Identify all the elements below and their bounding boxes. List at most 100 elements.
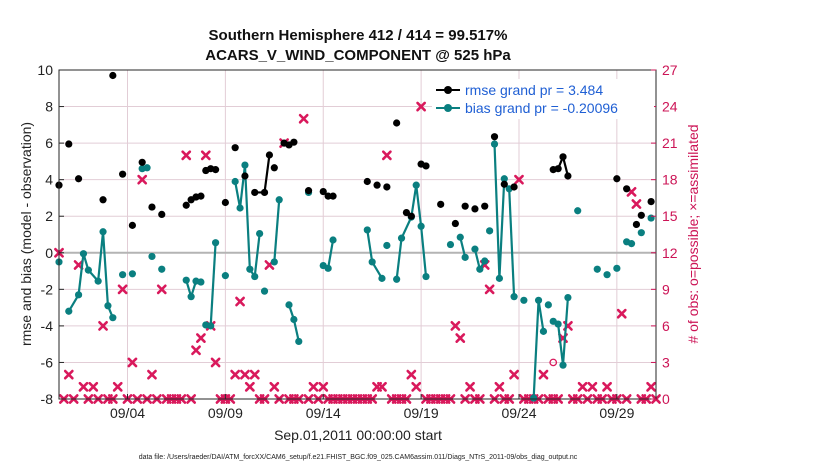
rmse-point	[197, 192, 205, 200]
assimilated-point	[514, 174, 524, 185]
right-tick-label: 3	[662, 354, 670, 370]
rmse-point	[241, 172, 249, 180]
assimilated-point	[200, 150, 211, 161]
left-tick-label: 2	[45, 208, 53, 224]
assimilated-marker-stroke	[196, 333, 206, 343]
rmse-point	[632, 220, 641, 229]
assimilated-point	[308, 381, 319, 392]
bias-point	[476, 265, 484, 273]
rmse-point	[65, 140, 73, 148]
left-tick-label: -2	[41, 281, 54, 297]
bias-line-segment	[287, 304, 300, 342]
rmse-point	[221, 198, 229, 207]
assimilated-point	[538, 369, 549, 380]
bias-point	[481, 257, 489, 265]
assimilated-point	[88, 381, 99, 392]
assimilated-point	[196, 333, 206, 343]
assimilated-marker-stroke	[249, 369, 260, 380]
left-tick-label: 0	[45, 245, 53, 261]
bias-point	[647, 214, 655, 222]
bias-point	[329, 236, 337, 244]
rmse-point	[451, 219, 459, 228]
left-tick-label: -6	[41, 354, 54, 370]
right-tick-label: 15	[662, 208, 678, 224]
rmse-point	[402, 208, 411, 217]
assimilated-point	[63, 369, 74, 380]
rmse-point	[613, 175, 621, 183]
bias-line-segment	[532, 299, 545, 399]
bias-point	[231, 177, 239, 186]
bias-line-segment	[234, 163, 261, 278]
bias-point	[99, 228, 107, 236]
right-tick-label: 12	[662, 245, 678, 261]
bias-point	[564, 293, 572, 302]
bias-point	[417, 222, 425, 230]
assimilated-marker-stroke	[381, 150, 392, 161]
bias-point	[221, 272, 229, 280]
bias-point	[128, 270, 137, 278]
rmse-point	[437, 200, 445, 208]
bias-point	[613, 264, 621, 272]
possible-point	[549, 358, 558, 367]
legend-rmse-label: rmse grand pr = 3.484	[465, 82, 603, 98]
assimilated-marker-stroke	[450, 320, 461, 331]
right-tick-label: 6	[662, 318, 670, 334]
bias-series	[55, 140, 655, 402]
assimilated-point	[191, 345, 201, 356]
assimilated-point	[455, 333, 466, 343]
possible-series	[549, 358, 558, 367]
assimilated-marker-stroke	[631, 199, 642, 209]
bias-point	[197, 278, 205, 286]
assimilated-point	[249, 369, 260, 380]
bias-point	[241, 161, 249, 169]
rmse-point	[422, 162, 430, 170]
bias-point	[574, 207, 582, 215]
bias-point	[544, 301, 552, 309]
assimilated-point	[181, 150, 192, 161]
rmse-point	[647, 198, 655, 206]
left-tick-label: 10	[37, 62, 53, 78]
assimilated-marker-stroke	[137, 174, 148, 185]
bias-point	[275, 196, 283, 204]
assimilated-marker-stroke	[156, 284, 167, 295]
x-tick-label: 09/09	[208, 405, 243, 421]
bias-point	[251, 272, 259, 281]
rmse-point	[481, 202, 489, 210]
assimilated-point	[381, 150, 392, 161]
bias-point	[207, 322, 215, 330]
rmse-line-segment	[254, 154, 271, 194]
bias-line-segment	[67, 230, 114, 319]
assimilated-marker-stroke	[63, 369, 74, 380]
left-axis-ticks: -8 -6 -4 -2 0 2 4 6 8 10	[37, 62, 64, 407]
bias-point	[495, 274, 504, 282]
bias-point	[554, 320, 562, 328]
rmse-point	[138, 158, 146, 166]
bias-point	[94, 277, 102, 285]
assimilated-point	[156, 284, 167, 295]
right-tick-label: 27	[662, 62, 678, 78]
assimilated-point	[509, 369, 519, 380]
rmse-point	[290, 138, 298, 146]
assimilated-point	[137, 174, 148, 185]
rmse-series	[55, 71, 655, 229]
bias-line-segment	[552, 297, 570, 367]
left-tick-label: -8	[41, 391, 54, 407]
bias-line-segment	[508, 188, 516, 297]
bias-point	[119, 271, 127, 279]
assimilated-point	[298, 113, 309, 124]
bias-point	[534, 296, 543, 304]
assimilated-point	[577, 381, 588, 392]
assimilated-marker-stroke	[112, 381, 123, 392]
assimilated-marker-stroke	[117, 284, 128, 295]
bias-point	[74, 291, 83, 299]
y-axis-label-left: rmse and bias (model - observation)	[18, 122, 34, 346]
bias-point	[593, 265, 601, 273]
bias-line-segment	[273, 199, 281, 263]
bias-point	[393, 275, 401, 283]
bias-point	[158, 265, 166, 273]
x-tick-label: 09/24	[501, 405, 536, 421]
rmse-point	[329, 192, 337, 200]
assimilated-marker-stroke	[538, 369, 549, 380]
assimilated-marker-stroke	[626, 186, 637, 197]
